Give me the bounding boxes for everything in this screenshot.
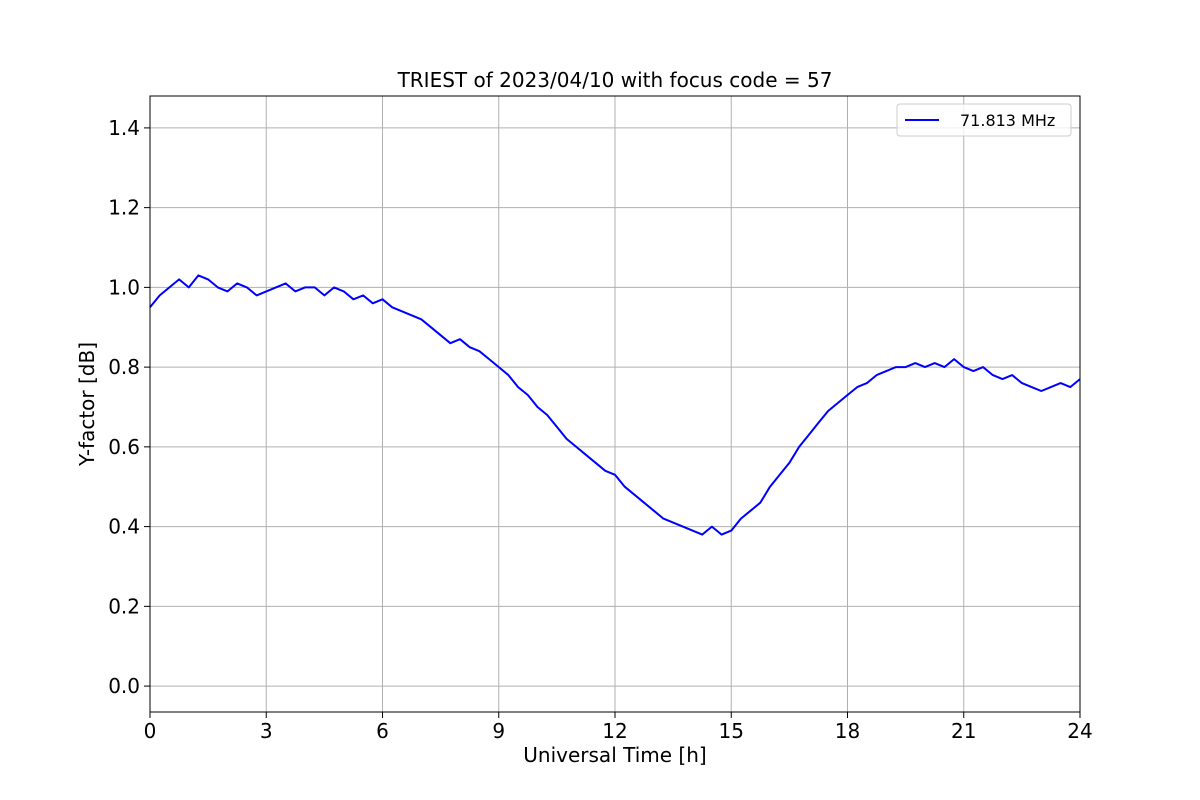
y-tick-label: 0.8 [108, 355, 140, 379]
x-tick-label: 21 [951, 719, 976, 743]
legend: 71.813 MHz [896, 103, 1072, 137]
x-tick-label: 12 [602, 719, 627, 743]
y-tick-label: 0.6 [108, 435, 140, 459]
y-tick-label: 0.2 [108, 594, 140, 618]
x-tick-label: 24 [1067, 719, 1092, 743]
y-tick-label: 0.4 [108, 515, 140, 539]
y-axis-title: Y-factor [dB] [75, 342, 99, 467]
legend-box [896, 103, 1072, 137]
series-layer [149, 274, 1081, 536]
x-tick-label: 18 [835, 719, 860, 743]
y-tick-label: 0.0 [108, 674, 140, 698]
grid-lines [149, 96, 1081, 712]
x-tick-label: 0 [144, 719, 157, 743]
axis-ticks: 0 3 6 9 12 15 18 21 24 0.0 0.2 0.4 0.6 0.8 1.0 1.2 1.4 [108, 116, 1093, 743]
chart-title: TRIEST of 2023/04/10 with focus code = 5… [397, 68, 833, 92]
x-tick-label: 6 [376, 719, 389, 743]
x-tick-label: 15 [719, 719, 744, 743]
series-line [149, 274, 1081, 536]
y-tick-label: 1.2 [108, 196, 140, 220]
y-tick-label: 1.4 [108, 116, 140, 140]
x-tick-label: 9 [492, 719, 505, 743]
x-axis-title: Universal Time [h] [523, 743, 706, 767]
y-tick-label: 1.0 [108, 275, 140, 299]
legend-label: 71.813 MHz [960, 111, 1055, 130]
x-tick-label: 3 [260, 719, 273, 743]
